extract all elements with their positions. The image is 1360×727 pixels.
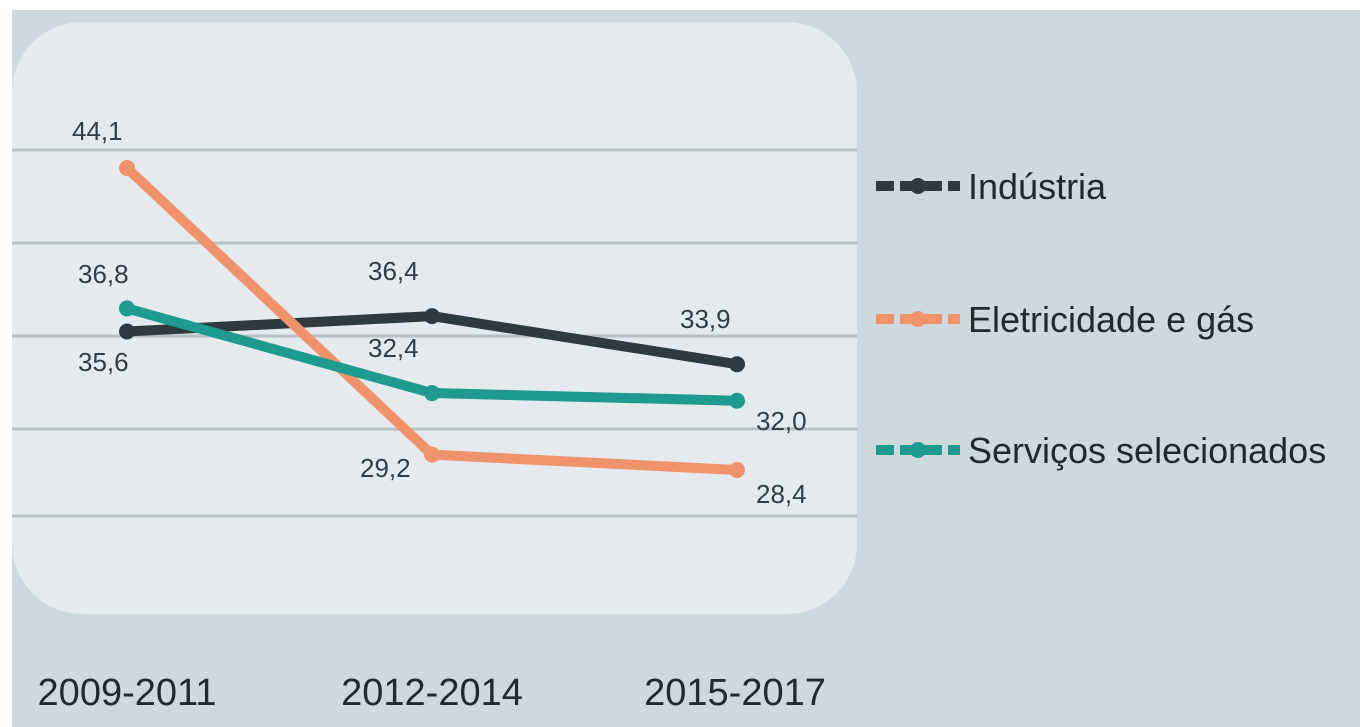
label-industria-2009-2011: 35,6 (78, 347, 129, 377)
data-point-marker (119, 160, 135, 176)
legend: Indústria Eletricidade e gás Serviços sele… (876, 166, 1326, 471)
label-servicos-2012-2014: 32,4 (368, 333, 419, 363)
legend-item-servicos-selecionados: Serviços selecionados (876, 430, 1326, 471)
legend-item-industria: Indústria (876, 166, 1107, 207)
legend-label: Serviços selecionados (968, 430, 1326, 471)
data-point-marker (729, 356, 745, 373)
data-point-marker (119, 323, 135, 340)
series-layer (119, 160, 745, 478)
x-axis-categories: 2009-2011 2012-2014 2015-2017 (38, 672, 826, 714)
label-eletricidade-2009-2011: 44,1 (72, 116, 123, 146)
data-point-marker (424, 308, 440, 325)
data-point-marker (424, 446, 440, 463)
legend-marker (910, 178, 926, 194)
data-point-marker (424, 385, 440, 402)
label-industria-2015-2017: 33,9 (680, 304, 731, 334)
x-category-label: 2009-2011 (38, 672, 217, 714)
label-servicos-2009-2011: 36,8 (78, 259, 129, 289)
legend-label: Eletricidade e gás (968, 299, 1254, 340)
data-labels: 35,6 36,4 33,9 44,1 29,2 28,4 36,8 32,4 32,0 (72, 116, 807, 509)
series-industria (119, 308, 745, 373)
label-eletricidade-2015-2017: 28,4 (756, 479, 807, 509)
series-eletricidade-e-gas (119, 160, 745, 478)
legend-marker (910, 442, 926, 458)
x-category-label: 2012-2014 (341, 672, 523, 714)
legend-label: Indústria (968, 166, 1107, 207)
label-eletricidade-2012-2014: 29,2 (360, 453, 411, 483)
series-servicos-selecionados (119, 300, 745, 409)
legend-marker (910, 311, 926, 327)
data-point-marker (729, 462, 745, 478)
legend-item-eletricidade-e-gas: Eletricidade e gás (876, 299, 1254, 340)
x-category-label: 2015-2017 (644, 672, 826, 714)
data-point-marker (119, 300, 135, 317)
label-industria-2012-2014: 36,4 (368, 256, 419, 286)
gridlines (12, 148, 857, 518)
label-servicos-2015-2017: 32,0 (756, 406, 807, 436)
data-point-marker (729, 392, 745, 409)
